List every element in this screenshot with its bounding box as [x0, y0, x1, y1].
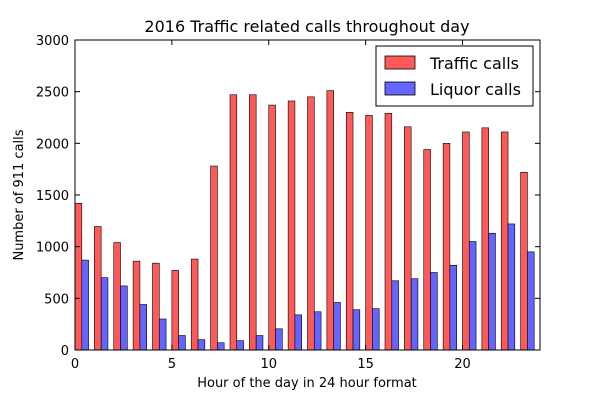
bar-liquor-calls-hour-3	[139, 304, 147, 351]
legend-label-liquor-calls: Liquor calls	[430, 80, 521, 99]
x-tick-label-0: 0	[71, 357, 79, 372]
bar-traffic-calls-hour-16	[384, 113, 393, 351]
bar-traffic-calls-hour-3	[132, 260, 141, 351]
bar-liquor-calls-hour-4	[158, 318, 167, 351]
x-tick-label-10: 10	[260, 357, 277, 372]
y-tick-label-1000: 1000	[36, 241, 69, 256]
bar-traffic-calls-hour-8	[229, 94, 238, 351]
y-tick-label-0: 0	[61, 344, 69, 359]
bar-traffic-calls-hour-15	[365, 115, 373, 351]
bar-liquor-calls-hour-8	[236, 340, 244, 351]
chart-title: 2016 Traffic related calls throughout da…	[144, 17, 469, 36]
bar-liquor-calls-hour-9	[255, 335, 264, 351]
bar-traffic-calls-hour-13	[326, 90, 334, 351]
bar-liquor-calls-hour-12	[313, 311, 322, 351]
bar-traffic-calls-hour-17	[404, 126, 412, 351]
bar-traffic-calls-hour-4	[152, 262, 160, 351]
bar-traffic-calls-hour-2	[113, 242, 121, 351]
bar-liquor-calls-hour-19	[449, 264, 457, 351]
bars-layer	[74, 90, 535, 351]
bar-liquor-calls-hour-1	[100, 277, 109, 351]
bar-liquor-calls-hour-18	[430, 272, 438, 351]
bar-traffic-calls-hour-7	[210, 165, 218, 351]
bar-liquor-calls-hour-11	[294, 314, 302, 351]
y-tick-label-2000: 2000	[36, 137, 69, 152]
legend-swatch-liquor-calls	[384, 81, 416, 96]
x-axis-label: Hour of the day in 24 hour format	[197, 376, 417, 391]
bar-traffic-calls-hour-14	[345, 112, 354, 351]
bar-liquor-calls-hour-23	[527, 251, 535, 351]
bar-liquor-calls-hour-10	[275, 328, 283, 351]
bar-liquor-calls-hour-15	[372, 308, 380, 351]
bar-traffic-calls-hour-10	[268, 104, 276, 351]
bar-traffic-calls-hour-21	[481, 127, 489, 351]
bar-liquor-calls-hour-14	[352, 309, 361, 351]
plot-frame	[74, 39, 541, 351]
bar-liquor-calls-hour-2	[120, 285, 128, 351]
bar-traffic-calls-hour-9	[249, 94, 257, 351]
bar-traffic-calls-hour-11	[287, 100, 296, 351]
x-tick-label-20: 20	[454, 357, 471, 372]
bar-liquor-calls-hour-13	[333, 302, 341, 351]
legend-label-traffic-calls: Traffic calls	[429, 54, 519, 73]
bar-liquor-calls-hour-17	[410, 278, 419, 351]
y-tick-label-2500: 2500	[36, 86, 69, 101]
x-tick-label-5: 5	[168, 357, 176, 372]
legend-swatch-traffic-calls	[384, 55, 416, 70]
bar-traffic-calls-hour-1	[94, 226, 102, 351]
bar-liquor-calls-hour-21	[488, 232, 496, 351]
bar-traffic-calls-hour-18	[423, 149, 431, 351]
bar-traffic-calls-hour-6	[190, 258, 199, 351]
bar-traffic-calls-hour-23	[520, 171, 528, 351]
y-tick-label-1500: 1500	[36, 189, 69, 204]
bar-traffic-calls-hour-5	[171, 270, 179, 351]
bar-traffic-calls-hour-22	[500, 131, 509, 351]
bar-liquor-calls-hour-0	[81, 259, 89, 351]
bar-traffic-calls-hour-19	[442, 143, 451, 351]
bar-liquor-calls-hour-22	[507, 223, 516, 351]
y-tick-label-500: 500	[44, 292, 69, 307]
bar-traffic-calls-hour-0	[74, 202, 83, 351]
bar-liquor-calls-hour-6	[197, 339, 206, 351]
bar-traffic-calls-hour-20	[462, 131, 470, 351]
x-tick-label-15: 15	[357, 357, 374, 372]
legend-box	[375, 45, 534, 107]
bar-liquor-calls-hour-16	[391, 280, 399, 351]
bar-liquor-calls-hour-7	[217, 342, 225, 351]
bar-liquor-calls-hour-5	[178, 335, 186, 351]
y-tick-label-3000: 3000	[36, 34, 69, 49]
bar-traffic-calls-hour-12	[307, 96, 315, 351]
y-axis-label: Number of 911 calls	[12, 129, 27, 260]
bar-liquor-calls-hour-20	[468, 241, 477, 351]
legend: Traffic calls Liquor calls	[375, 45, 534, 107]
ticks-layer: 0 5 10 15 20 0 500 1000 1500 2000 2500 3000	[36, 34, 540, 372]
